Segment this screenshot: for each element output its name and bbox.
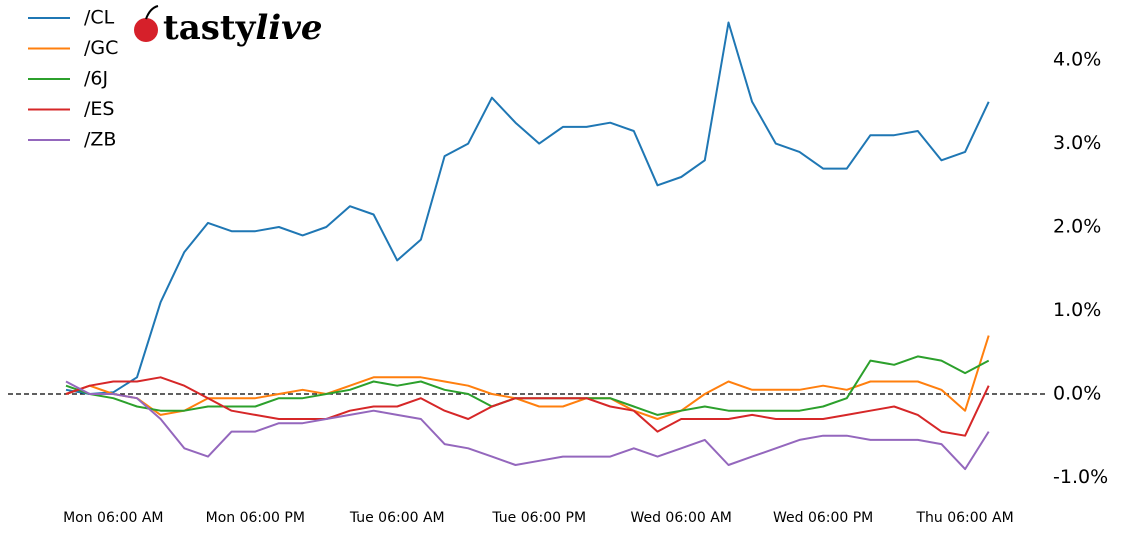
series-line xyxy=(65,335,990,420)
y-tick-label: 1.0% xyxy=(1053,299,1101,321)
logo-cherry xyxy=(134,18,158,42)
logo: tastylive xyxy=(134,5,323,48)
legend-label: /ES xyxy=(84,98,114,120)
x-tick-label: Wed 06:00 AM xyxy=(630,510,731,526)
y-tick-label: -1.0% xyxy=(1053,466,1108,488)
legend-label: /CL xyxy=(84,7,115,29)
legend-label: /ZB xyxy=(84,129,116,151)
series-line xyxy=(65,355,990,416)
y-tick-label: 3.0% xyxy=(1053,132,1101,154)
y-tick-label: 2.0% xyxy=(1053,216,1101,238)
y-tick-label: 0.0% xyxy=(1053,383,1101,405)
series-line xyxy=(65,21,990,395)
y-tick-label: 4.0% xyxy=(1053,49,1101,71)
x-tick-label: Thu 06:00 AM xyxy=(915,510,1013,526)
logo-text: tastylive xyxy=(163,8,323,48)
x-tick-label: Tue 06:00 AM xyxy=(349,510,445,526)
series-line xyxy=(65,380,990,471)
logo-stem xyxy=(145,5,159,20)
legend-label: /GC xyxy=(84,37,118,59)
x-tick-label: Mon 06:00 PM xyxy=(206,510,305,526)
logo-italic: live xyxy=(255,8,322,48)
x-tick-label: Wed 06:00 PM xyxy=(773,510,873,526)
x-tick-label: Tue 06:00 PM xyxy=(491,510,586,526)
x-tick-label: Mon 06:00 AM xyxy=(63,510,163,526)
series-line xyxy=(65,376,990,437)
logo-bold: tasty xyxy=(163,8,257,48)
legend-label: /6J xyxy=(84,68,108,90)
